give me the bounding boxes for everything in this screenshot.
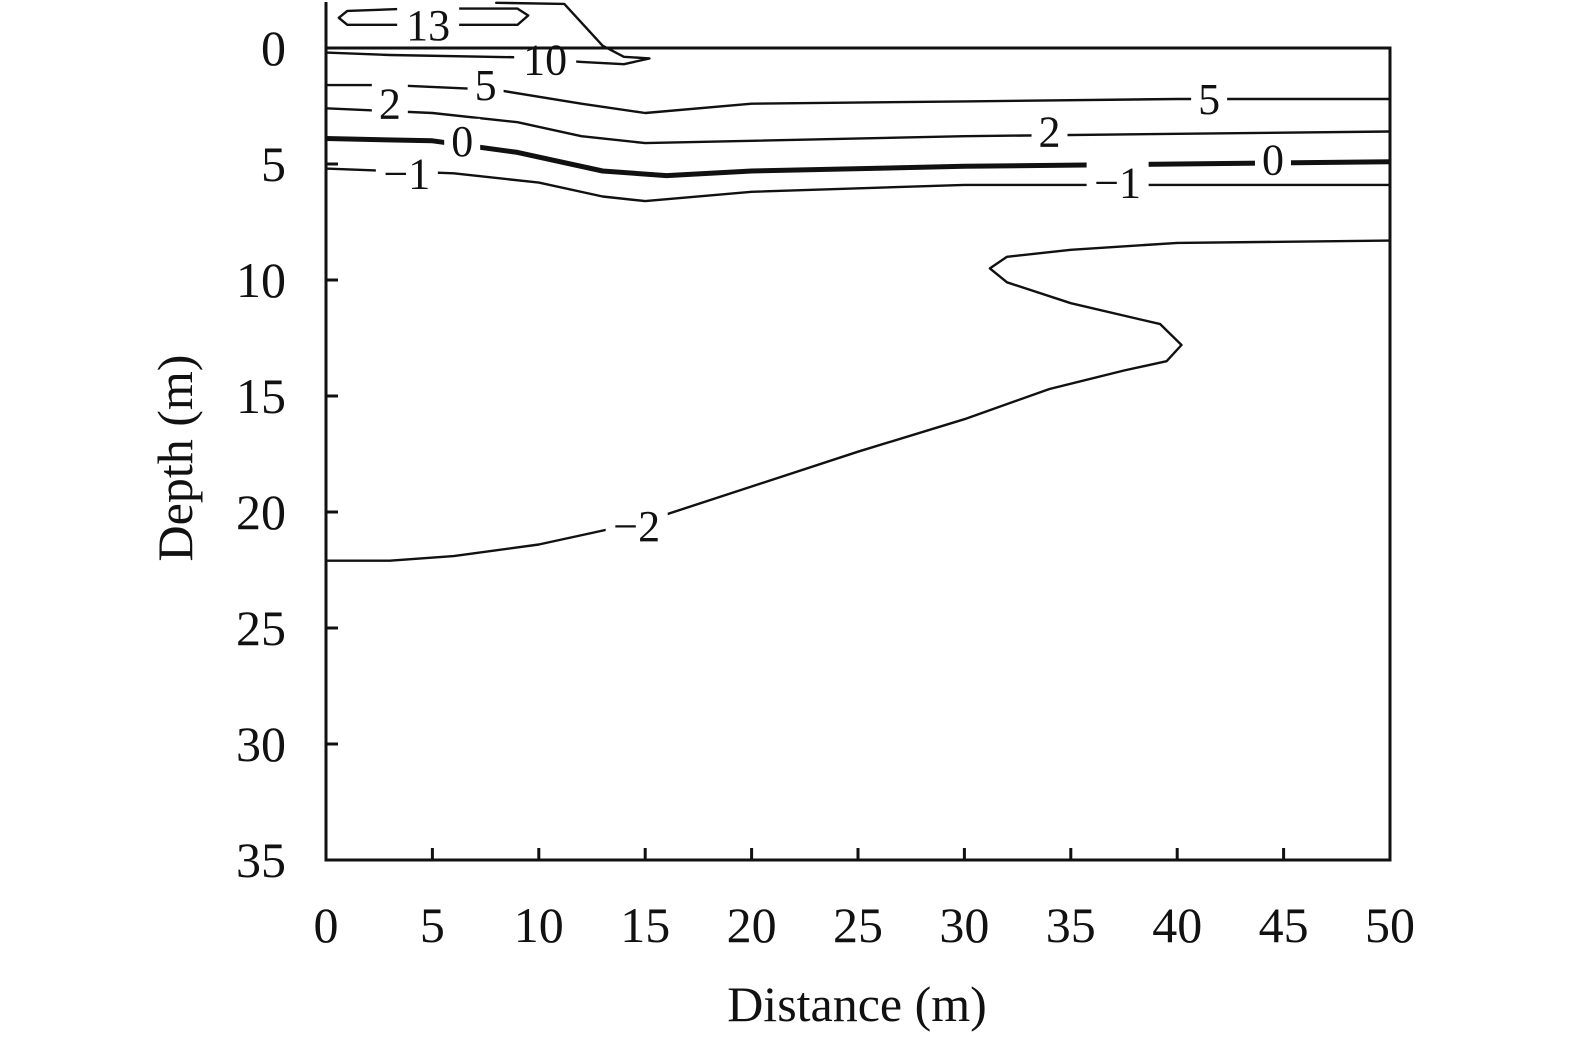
contour-label-bg-2-0 bbox=[467, 63, 504, 104]
contour-labels: 13 10 5 5 2 2 0 0 −1 −1 −2 bbox=[371, 1, 1291, 551]
contour-line-6 bbox=[326, 239, 1390, 562]
contour-label-bg-3-1 bbox=[1031, 109, 1068, 150]
contour-label-bg-6-0 bbox=[605, 503, 668, 544]
contour-label-5-1: −1 bbox=[1094, 159, 1141, 208]
contour-label-5-0: −1 bbox=[383, 149, 430, 198]
contour-label-2-1: 5 bbox=[1198, 75, 1220, 124]
y-tick-label: 10 bbox=[236, 252, 286, 308]
contour-label-0-0: 13 bbox=[406, 1, 450, 50]
y-tick-label: 35 bbox=[236, 832, 286, 888]
contour-label-3-0: 2 bbox=[379, 80, 401, 129]
contour-label-1-0: 10 bbox=[523, 36, 567, 85]
x-tick-label: 30 bbox=[939, 897, 989, 953]
contour-label-bg-4-1 bbox=[1254, 137, 1291, 178]
contour-line-4 bbox=[326, 136, 1390, 179]
contour-label-bg-4-0 bbox=[444, 118, 481, 159]
x-tick-label: 5 bbox=[420, 897, 445, 953]
y-tick-label: 20 bbox=[236, 484, 286, 540]
y-tick-label: 15 bbox=[236, 368, 286, 424]
contour-label-bg-5-0 bbox=[375, 151, 438, 192]
contour-label-bg-0-0 bbox=[397, 2, 460, 43]
x-tick-label: 50 bbox=[1365, 897, 1415, 953]
contour-line-3 bbox=[326, 107, 1390, 145]
contour-line-5 bbox=[326, 167, 1390, 203]
contour-label-4-0: 0 bbox=[451, 117, 473, 166]
contour-label-3-1: 2 bbox=[1039, 108, 1061, 157]
x-tick-label: 0 bbox=[314, 897, 339, 953]
y-axis: 0 5 10 15 20 25 30 35 bbox=[236, 20, 338, 888]
x-tick-label: 15 bbox=[620, 897, 670, 953]
contour-label-4-1: 0 bbox=[1262, 135, 1284, 184]
y-tick-label: 5 bbox=[261, 136, 286, 192]
x-tick-label: 35 bbox=[1046, 897, 1096, 953]
contour-label-6-0: −2 bbox=[613, 502, 660, 551]
x-axis-title: Distance (m) bbox=[727, 976, 987, 1032]
contour-line-2 bbox=[326, 83, 1390, 115]
x-axis: 0 5 10 15 20 25 30 35 40 45 50 bbox=[314, 848, 1415, 953]
contour-label-bg-5-1 bbox=[1086, 160, 1149, 201]
y-tick-label: 0 bbox=[261, 20, 286, 76]
x-tick-label: 25 bbox=[833, 897, 883, 953]
y-tick-label: 25 bbox=[236, 600, 286, 656]
y-tick-label: 30 bbox=[236, 716, 286, 772]
x-tick-label: 10 bbox=[514, 897, 564, 953]
y-axis-title: Depth (m) bbox=[147, 355, 203, 562]
x-tick-label: 45 bbox=[1259, 897, 1309, 953]
x-tick-label: 40 bbox=[1152, 897, 1202, 953]
contour-label-bg-3-0 bbox=[371, 81, 408, 122]
contour-label-bg-1-0 bbox=[514, 37, 577, 78]
contour-label-bg-2-1 bbox=[1191, 77, 1228, 118]
plot-frame bbox=[324, 2, 1392, 862]
contour-label-2-0: 5 bbox=[475, 61, 497, 110]
contour-line-1 bbox=[326, 1, 651, 66]
x-tick-label: 20 bbox=[727, 897, 777, 953]
